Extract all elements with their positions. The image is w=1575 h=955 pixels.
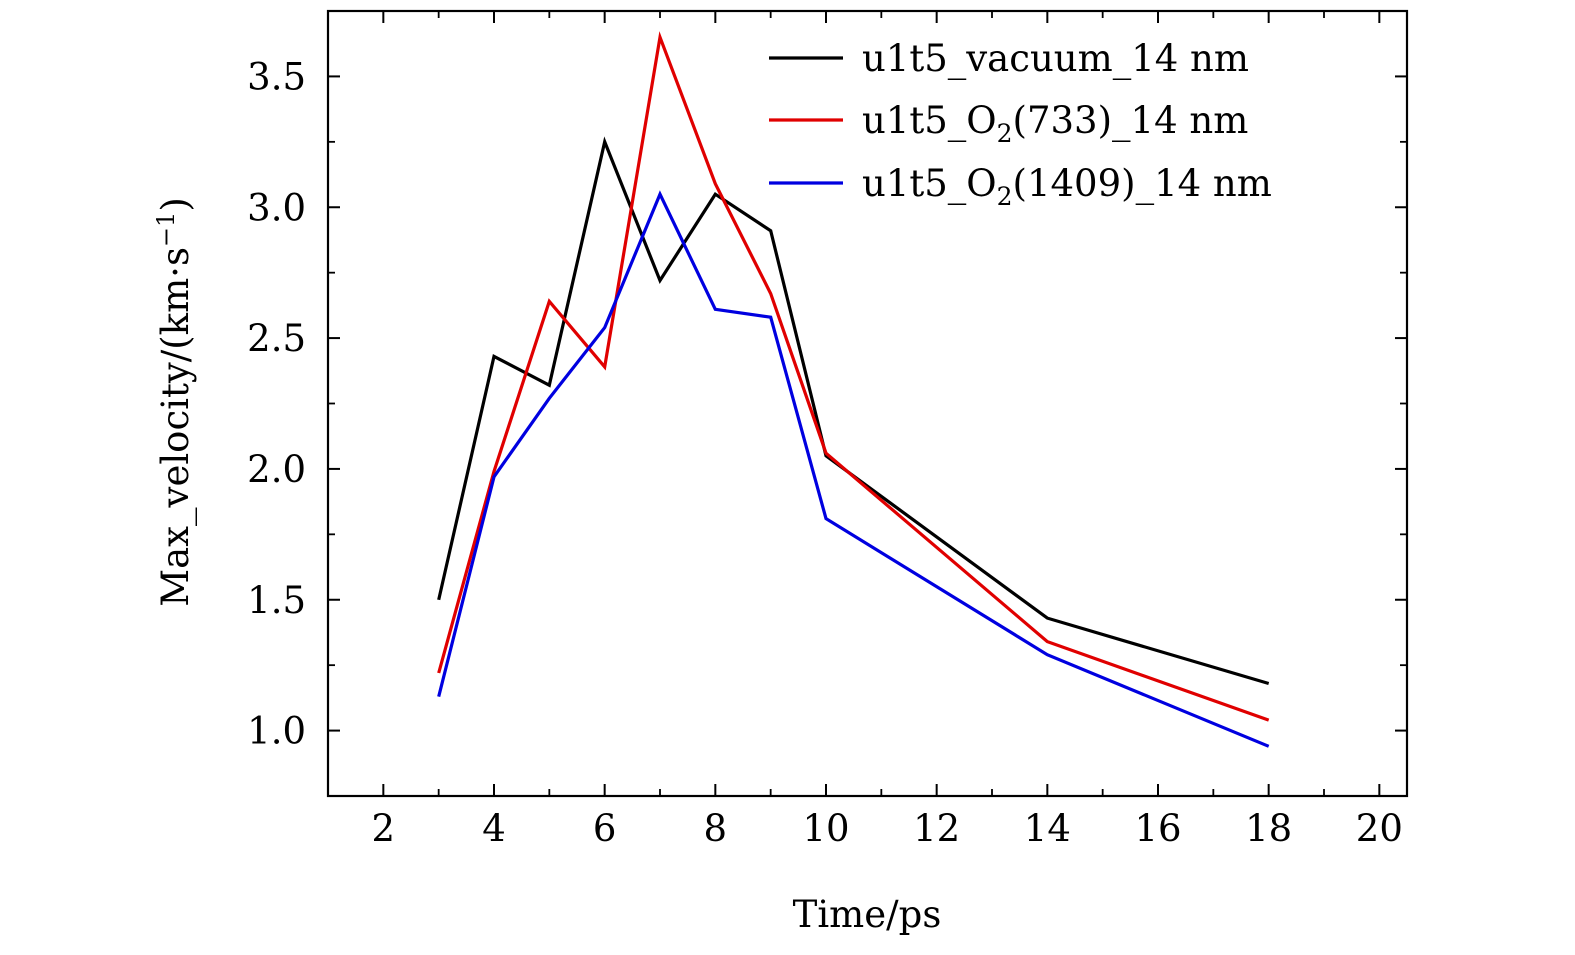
y-tick-label: 1.0 (247, 710, 306, 753)
x-tick-label: 20 (1356, 807, 1403, 850)
x-tick-label: 2 (372, 807, 396, 850)
x-tick-label: 6 (593, 807, 617, 850)
x-tick-label: 14 (1024, 807, 1071, 850)
y-tick-label: 3.5 (247, 55, 306, 98)
series-line-3 (437, 190, 1270, 748)
y-tick-label: 2.0 (247, 448, 306, 491)
legend-label: u1t5_O2(733)_14 nm (862, 99, 1248, 148)
y-axis-label-close: ) (154, 197, 197, 211)
y-axis-label: Max_velocity/(km·s−1) (152, 197, 198, 607)
y-tick-label: 3.0 (247, 186, 306, 229)
legend-label: u1t5_O2(1409)_14 nm (862, 162, 1272, 211)
legend-label: u1t5_vacuum_14 nm (862, 37, 1249, 81)
series-line-1 (437, 136, 1270, 686)
x-tick-label: 10 (802, 807, 849, 850)
x-tick-label: 4 (482, 807, 506, 850)
y-axis-label-main: Max_velocity/(km·s (154, 247, 198, 607)
x-axis-label: Time/ps (793, 893, 942, 936)
x-tick-label: 16 (1134, 807, 1181, 850)
x-tick-label: 12 (913, 807, 960, 850)
y-tick-label: 2.5 (247, 317, 306, 360)
x-tick-label: 18 (1245, 807, 1292, 850)
series-line-2 (437, 31, 1270, 722)
y-tick-label: 1.5 (247, 579, 306, 622)
x-tick-label: 8 (704, 807, 728, 850)
y-axis-label-superscript: −1 (152, 212, 180, 247)
